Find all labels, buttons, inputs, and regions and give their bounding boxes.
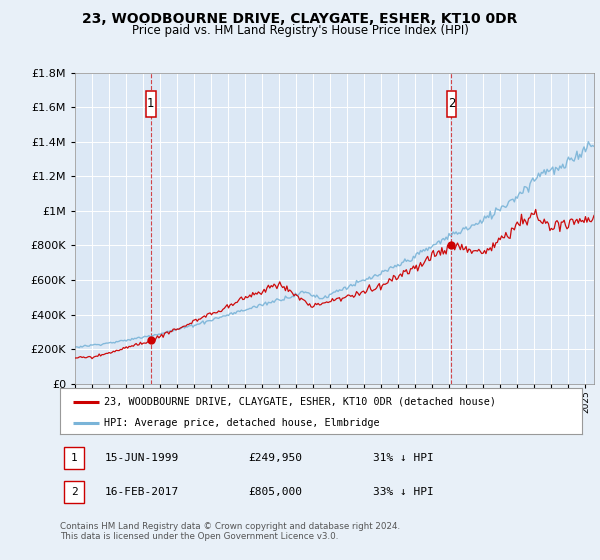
Text: £249,950: £249,950 (248, 453, 302, 463)
Text: 2: 2 (71, 487, 77, 497)
Text: 1: 1 (147, 97, 155, 110)
Text: Contains HM Land Registry data © Crown copyright and database right 2024.
This d: Contains HM Land Registry data © Crown c… (60, 522, 400, 542)
Text: 23, WOODBOURNE DRIVE, CLAYGATE, ESHER, KT10 0DR: 23, WOODBOURNE DRIVE, CLAYGATE, ESHER, K… (82, 12, 518, 26)
Text: Price paid vs. HM Land Registry's House Price Index (HPI): Price paid vs. HM Land Registry's House … (131, 24, 469, 36)
Bar (146, 91, 155, 117)
Bar (446, 91, 456, 117)
Text: HPI: Average price, detached house, Elmbridge: HPI: Average price, detached house, Elmb… (104, 418, 380, 427)
Text: 15-JUN-1999: 15-JUN-1999 (104, 453, 179, 463)
Text: 2: 2 (448, 97, 455, 110)
Bar (64, 447, 84, 469)
Text: 1: 1 (71, 453, 77, 463)
Bar (64, 481, 84, 503)
Text: £805,000: £805,000 (248, 487, 302, 497)
Text: 31% ↓ HPI: 31% ↓ HPI (373, 453, 434, 463)
Text: 23, WOODBOURNE DRIVE, CLAYGATE, ESHER, KT10 0DR (detached house): 23, WOODBOURNE DRIVE, CLAYGATE, ESHER, K… (104, 397, 496, 407)
Text: 33% ↓ HPI: 33% ↓ HPI (373, 487, 434, 497)
Text: 16-FEB-2017: 16-FEB-2017 (104, 487, 179, 497)
